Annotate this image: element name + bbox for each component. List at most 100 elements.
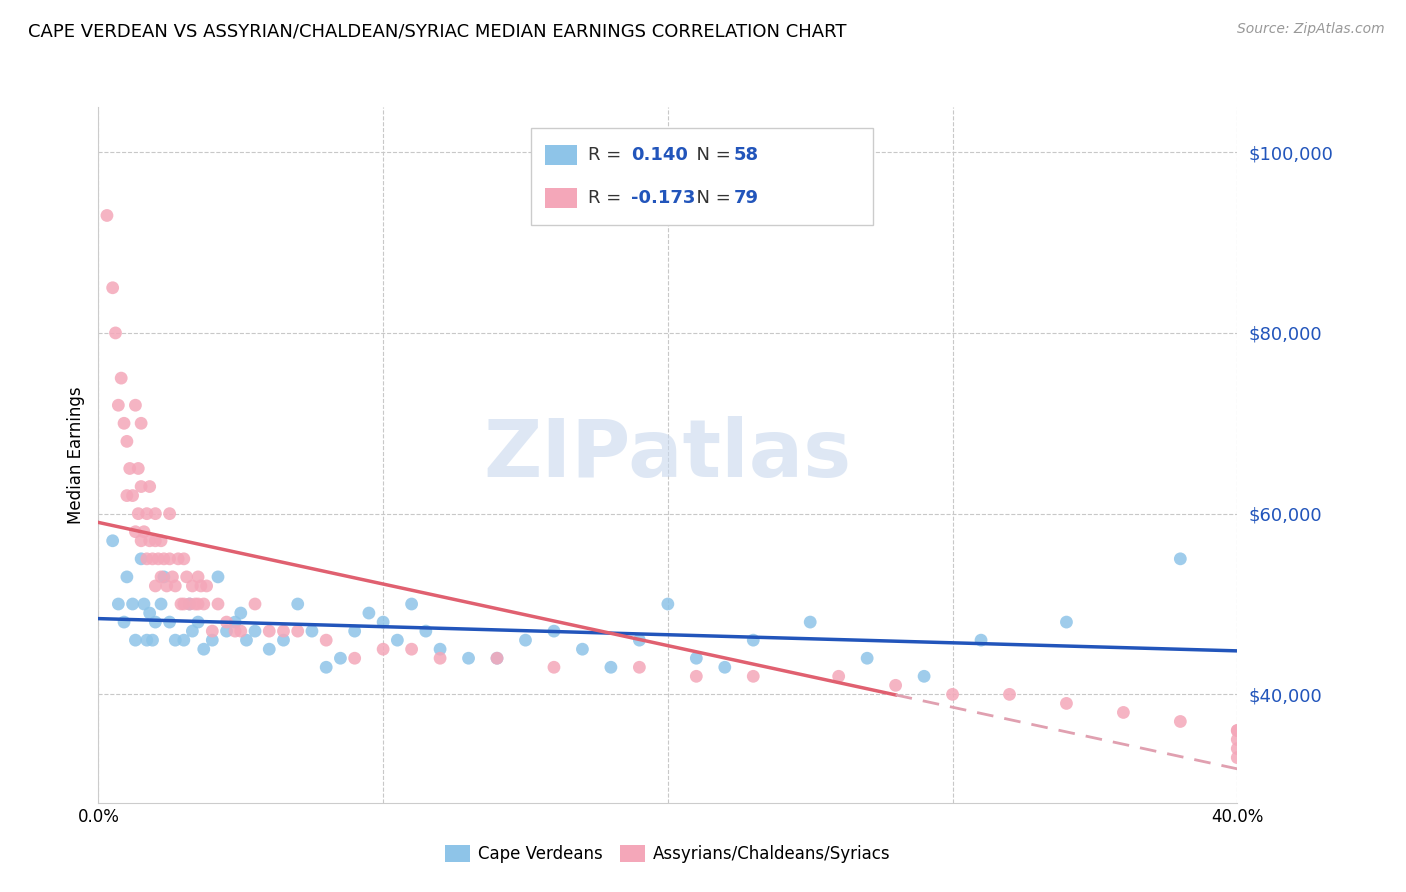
Legend: Cape Verdeans, Assyrians/Chaldeans/Syriacs: Cape Verdeans, Assyrians/Chaldeans/Syria…: [437, 836, 898, 871]
Point: [387, 633, 409, 648]
Point: [315, 660, 337, 674]
Point: [543, 660, 565, 674]
Point: [970, 633, 993, 648]
Point: [141, 551, 163, 566]
Point: [141, 633, 163, 648]
Point: [129, 533, 152, 548]
Point: [373, 615, 395, 629]
Point: [165, 633, 187, 648]
Point: [138, 533, 160, 548]
Point: [101, 281, 124, 295]
Point: [1170, 714, 1192, 729]
Point: [884, 678, 907, 692]
Point: [243, 624, 266, 639]
Point: [138, 479, 160, 493]
Point: [165, 579, 187, 593]
Point: [628, 633, 651, 648]
Point: [145, 615, 167, 629]
Point: [145, 507, 167, 521]
Point: [173, 597, 195, 611]
Point: [486, 651, 509, 665]
Text: N =: N =: [685, 189, 737, 207]
Point: [96, 209, 118, 223]
Point: [121, 489, 143, 503]
Text: CAPE VERDEAN VS ASSYRIAN/CHALDEAN/SYRIAC MEDIAN EARNINGS CORRELATION CHART: CAPE VERDEAN VS ASSYRIAN/CHALDEAN/SYRIAC…: [28, 22, 846, 40]
Point: [181, 624, 204, 639]
Point: [170, 597, 193, 611]
Point: [301, 624, 323, 639]
Point: [912, 669, 935, 683]
Point: [121, 597, 143, 611]
Point: [1226, 732, 1249, 747]
Point: [742, 633, 765, 648]
Point: [742, 669, 765, 683]
Point: [150, 597, 173, 611]
Point: [201, 633, 224, 648]
Text: Source: ZipAtlas.com: Source: ZipAtlas.com: [1237, 22, 1385, 37]
Point: [259, 624, 281, 639]
Text: R =: R =: [588, 146, 627, 164]
Point: [942, 687, 965, 701]
Point: [215, 624, 238, 639]
Point: [138, 606, 160, 620]
Point: [685, 669, 707, 683]
Point: [628, 660, 651, 674]
Point: [176, 570, 198, 584]
Point: [799, 615, 821, 629]
Point: [145, 533, 167, 548]
Point: [129, 551, 152, 566]
Bar: [546, 188, 576, 208]
Point: [190, 579, 212, 593]
Point: [181, 579, 204, 593]
Point: [343, 624, 366, 639]
Point: [115, 489, 138, 503]
Point: [329, 651, 352, 665]
Point: [124, 633, 146, 648]
Point: [101, 533, 124, 548]
Point: [415, 624, 437, 639]
FancyBboxPatch shape: [531, 128, 873, 226]
Text: 79: 79: [734, 189, 759, 207]
Point: [229, 624, 252, 639]
Point: [112, 615, 135, 629]
Point: [193, 642, 215, 657]
Point: [159, 551, 181, 566]
Point: [429, 642, 451, 657]
Point: [224, 615, 246, 629]
Point: [998, 687, 1021, 701]
Point: [135, 551, 157, 566]
Point: [127, 507, 149, 521]
Point: [401, 597, 423, 611]
Point: [224, 624, 246, 639]
Point: [207, 570, 229, 584]
Point: [129, 479, 152, 493]
Point: [1226, 741, 1249, 756]
Point: [107, 597, 129, 611]
Point: [235, 633, 257, 648]
Bar: [546, 145, 576, 165]
Point: [184, 597, 207, 611]
Point: [148, 551, 170, 566]
Point: [1226, 750, 1249, 764]
Point: [153, 570, 176, 584]
Point: [118, 461, 141, 475]
Text: R =: R =: [588, 189, 627, 207]
Text: 58: 58: [734, 146, 759, 164]
Point: [179, 597, 201, 611]
Point: [1226, 723, 1249, 738]
Point: [124, 398, 146, 412]
Point: [159, 615, 181, 629]
Point: [145, 579, 167, 593]
Point: [135, 633, 157, 648]
Point: [132, 597, 155, 611]
Point: [215, 615, 238, 629]
Point: [156, 579, 179, 593]
Point: [600, 660, 623, 674]
Text: ZIPatlas: ZIPatlas: [484, 416, 852, 494]
Point: [201, 624, 224, 639]
Point: [150, 570, 173, 584]
Point: [685, 651, 707, 665]
Point: [1112, 706, 1135, 720]
Point: [357, 606, 380, 620]
Point: [486, 651, 509, 665]
